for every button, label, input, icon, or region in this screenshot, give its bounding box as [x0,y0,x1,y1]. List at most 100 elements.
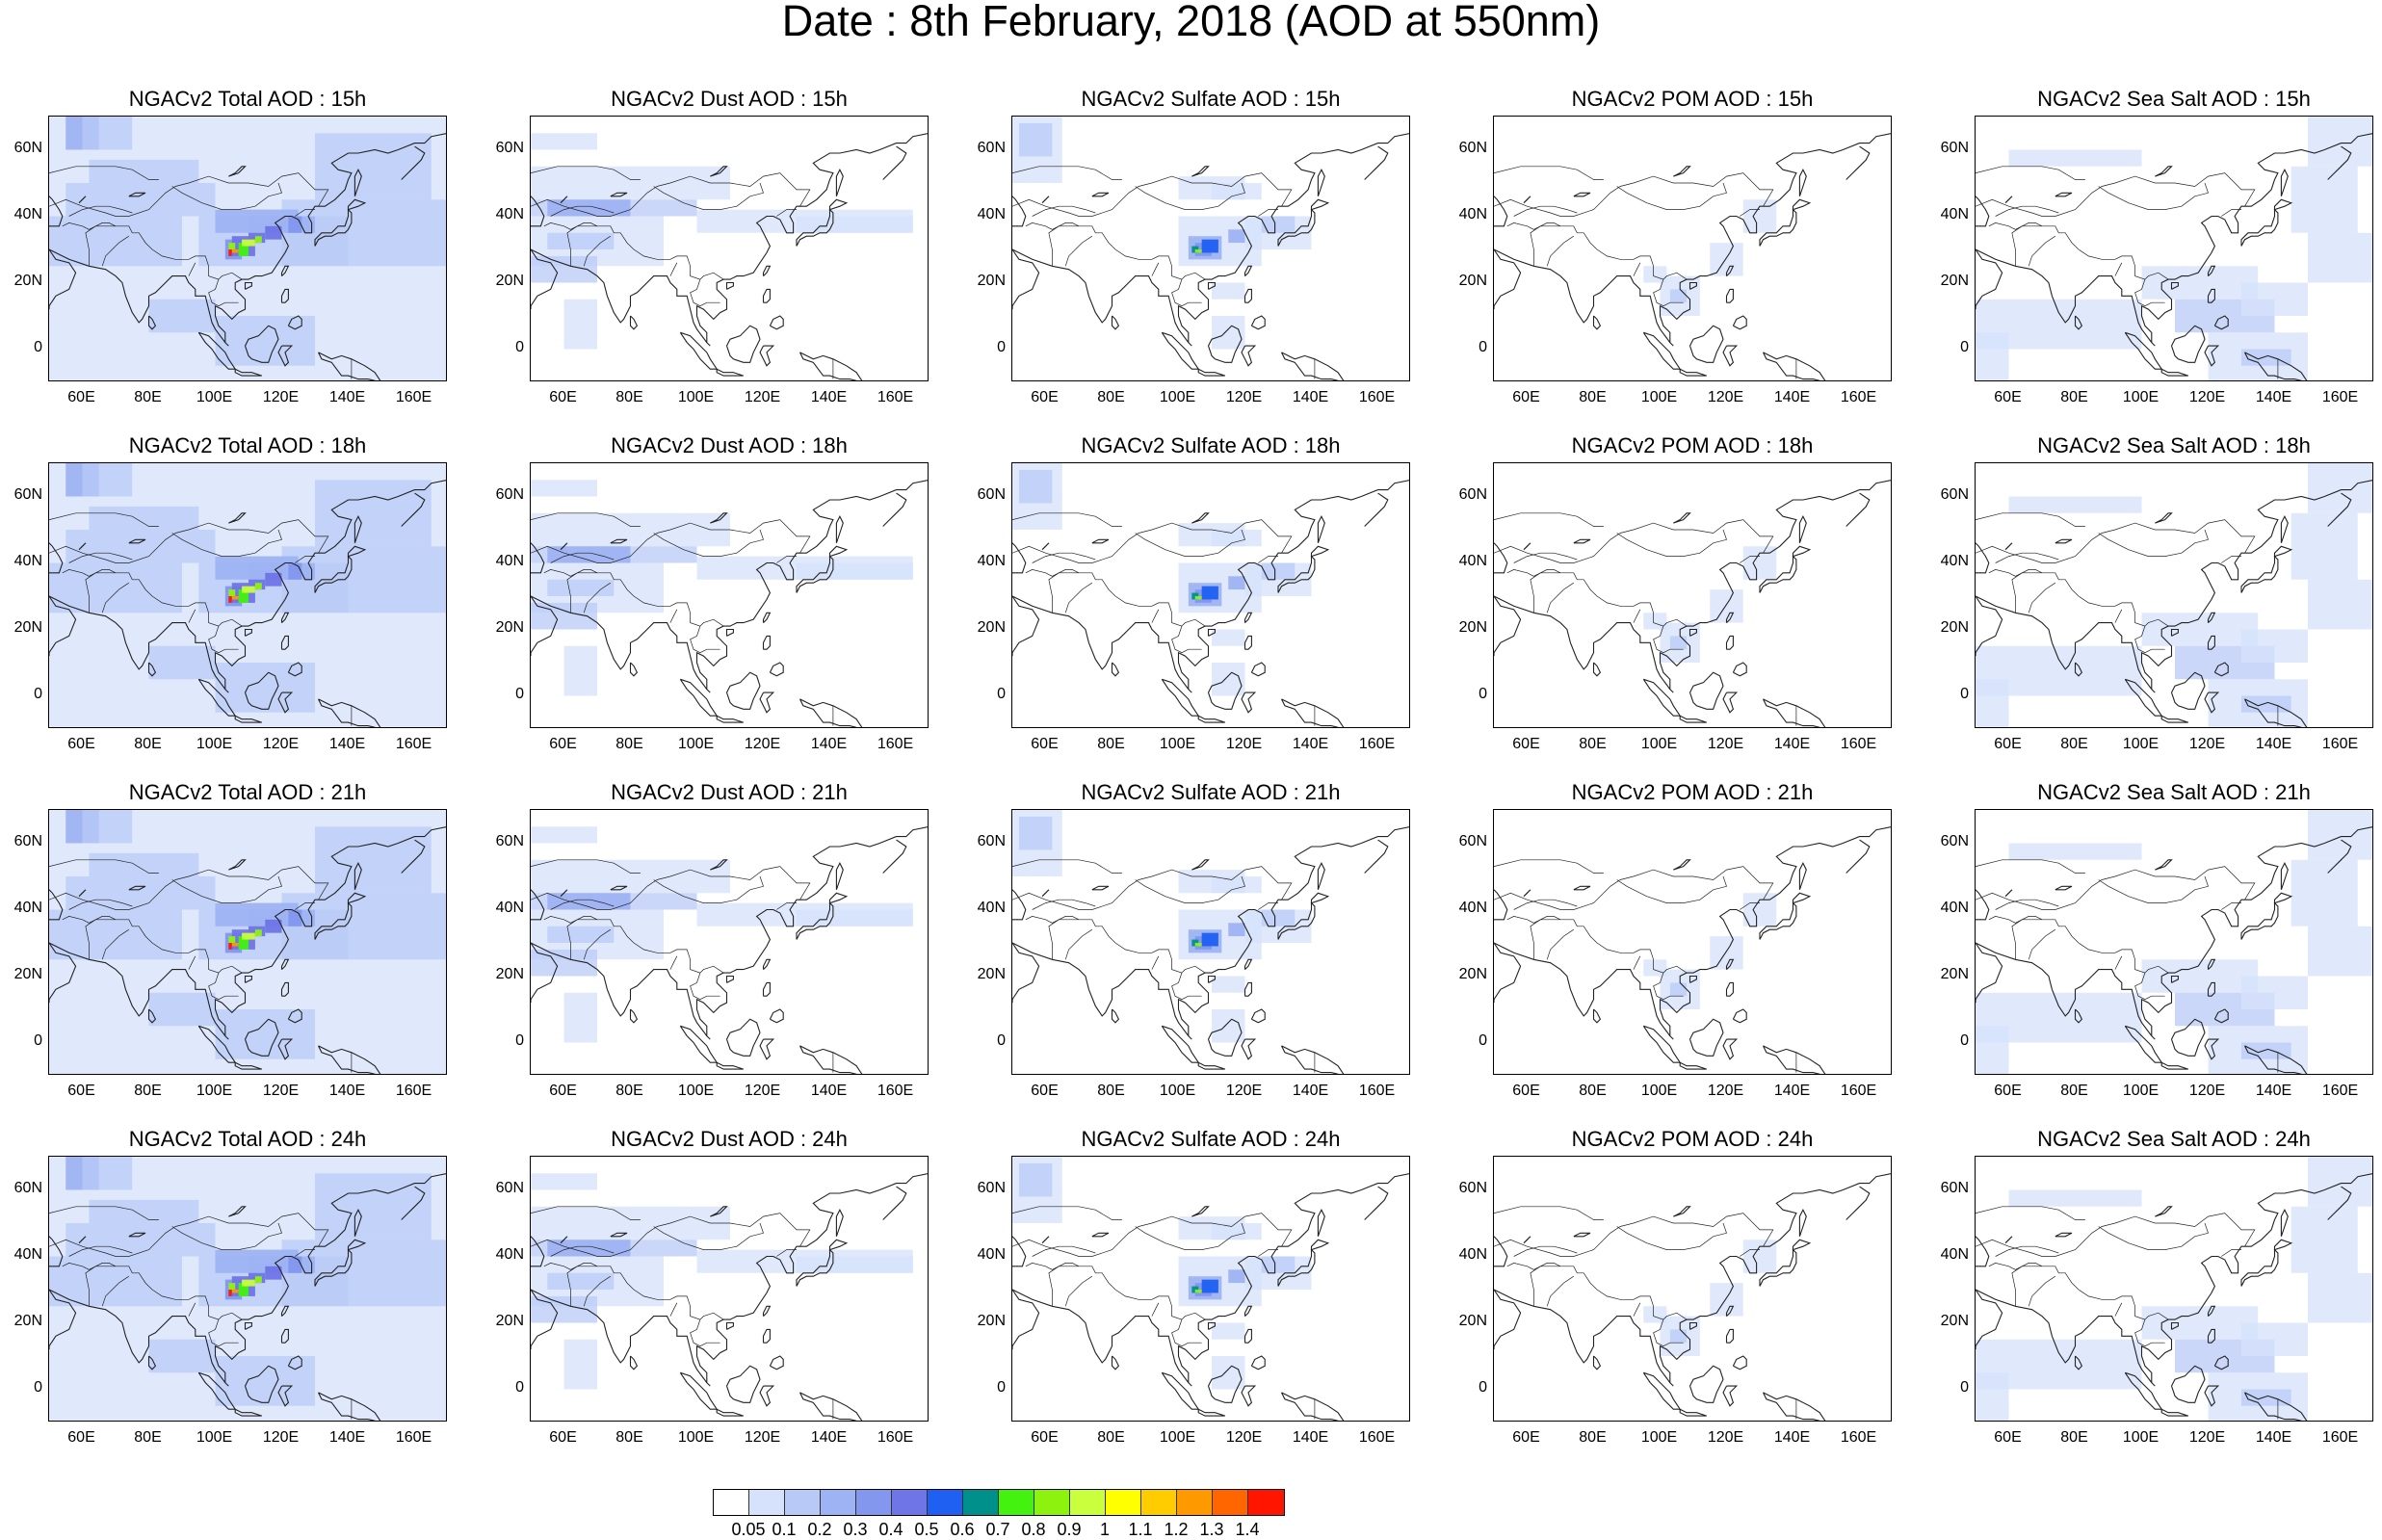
coastline [147,662,157,677]
aod-shading [1194,249,1202,253]
coastline [2155,166,2173,177]
lat-tick-label: 60N [977,485,1006,503]
lon-tick-label: 140E [1773,736,1811,752]
aod-shading [1018,122,1053,157]
coastline [287,315,302,330]
coastline [197,1371,237,1410]
country-border [1616,1222,1727,1250]
colorbar-swatch [821,1490,856,1515]
colorbar-level-label: 0.2 [807,1520,832,1539]
colorbar-swatch [963,1490,999,1515]
coastline [531,942,559,1004]
country-border [1988,569,2043,577]
country-border [1506,222,1561,230]
aod-shading [228,596,232,603]
coastline [2327,145,2352,180]
aod-shading [148,1339,216,1373]
country-border [1171,1318,1202,1347]
coastline [629,315,639,330]
country-border [1546,582,1574,613]
colorbar-level-label: 0.6 [950,1520,975,1539]
coastline [1494,1236,1508,1267]
coastline [1673,512,1691,524]
country-border [543,222,598,230]
coastline [49,942,77,1004]
coastline [49,595,229,693]
country-border [531,172,811,217]
aod-shading [242,932,255,940]
coastline [725,281,734,290]
aod-shading [2308,810,2372,860]
lon-tick-label: 100E [1159,389,1196,405]
lon-tick-label: 80E [2060,389,2088,405]
coastline [695,826,928,1036]
lat-tick-label: 20N [13,965,42,982]
aod-shading [1194,943,1202,947]
lat-tick-label: 20N [13,1312,42,1329]
lon-tick-label: 80E [134,389,162,405]
coastline [2074,315,2083,330]
coastline [1573,538,1591,544]
aod-shading [1228,229,1245,244]
coastline [531,196,545,227]
country-border [1494,519,1774,563]
lon-tick-label: 140E [328,736,366,752]
coastline [2004,889,2013,898]
country-border [583,928,611,960]
aod-shading [547,546,631,563]
country-border [1012,166,1122,180]
aod-shading [1018,1162,1053,1197]
coastline [710,859,728,871]
coastline [1573,1232,1591,1238]
aod-shading [531,1206,730,1240]
coastline [759,345,775,367]
country-border [49,1213,329,1257]
country-border [653,529,764,557]
coastline [49,196,64,227]
coastline [1250,662,1266,677]
country-border [295,556,315,563]
lon-tick-label: 60E [549,1429,577,1446]
lon-tick-label: 120E [2188,1429,2226,1446]
aod-shading [49,562,182,613]
country-border [85,572,243,627]
country-border [101,582,129,613]
aod-shading [254,236,262,244]
coastline [1317,861,1325,890]
coastline [2155,512,2173,524]
coastline [762,612,772,623]
colorbar [713,1489,1285,1516]
lon-tick-label: 80E [1097,389,1125,405]
lat-tick-label: 0 [515,338,524,355]
coastline [882,1186,907,1220]
coastline [228,1206,247,1217]
country-border [1032,552,1096,563]
coastline [1573,885,1591,891]
country-border [690,1318,720,1347]
country-border [2011,572,2169,627]
map-plot [1012,1157,1409,1421]
colorbar-swatch [1177,1490,1213,1515]
aod-shading [1669,636,1688,650]
country-border [1494,866,1774,910]
lat-tick-label: 20N [495,965,524,982]
coastline [1161,678,1200,717]
coastline [280,1305,290,1317]
coastline [401,839,426,874]
coastline [762,981,771,997]
lat-tick-label: 20N [1458,965,1487,982]
lat-tick-label: 60N [13,485,42,503]
lon-tick-label: 160E [877,1429,914,1446]
coastline [1012,248,1040,310]
aod-shading [1669,289,1688,303]
coastline [1281,352,1345,380]
country-border [1171,278,1202,307]
lat-tick-label: 20N [1940,272,1969,289]
aod-shading [1212,663,1245,696]
colorbar-swatch [928,1490,963,1515]
colorbar-level-label: 0.4 [878,1520,903,1539]
country-border [1976,512,2085,527]
coastline [244,1321,252,1330]
map-frame [1493,116,1892,381]
lon-tick-label: 160E [395,1429,432,1446]
